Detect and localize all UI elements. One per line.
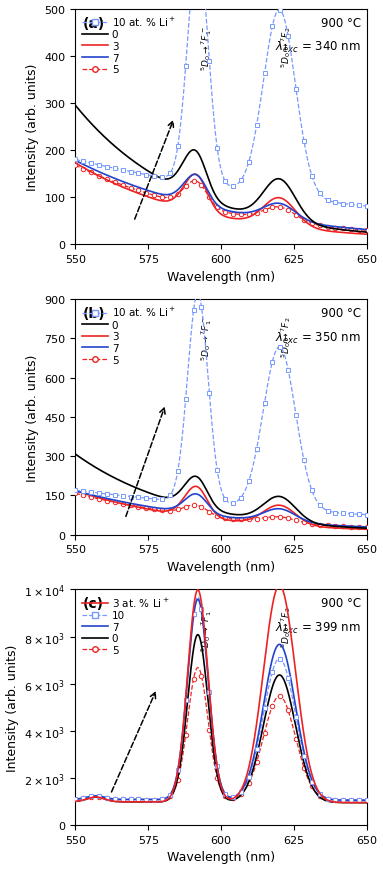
Text: 900 °C: 900 °C — [321, 307, 361, 320]
Text: $\lambda_{exc}$ = 399 nm: $\lambda_{exc}$ = 399 nm — [275, 620, 361, 635]
Text: $\lambda_{exc}$ = 340 nm: $\lambda_{exc}$ = 340 nm — [275, 40, 361, 56]
Legend: 3 at. % Li$^+$, 10, 7, 0, 5: 3 at. % Li$^+$, 10, 7, 0, 5 — [80, 595, 170, 656]
Y-axis label: Intensity (arb. units): Intensity (arb. units) — [26, 354, 39, 481]
Text: (c): (c) — [83, 597, 104, 611]
Text: $\lambda_{exc}$ = 350 nm: $\lambda_{exc}$ = 350 nm — [275, 330, 361, 345]
Text: $^5D_0{\to}^7F_1^-$: $^5D_0{\to}^7F_1^-$ — [199, 607, 214, 651]
X-axis label: Wavelength (nm): Wavelength (nm) — [167, 851, 275, 864]
Text: $^5D_0{\to}^7F_2$: $^5D_0{\to}^7F_2$ — [280, 316, 293, 357]
Text: (a): (a) — [83, 17, 105, 30]
Text: (b): (b) — [83, 307, 105, 321]
Y-axis label: Intensity (arb. units): Intensity (arb. units) — [6, 644, 18, 771]
Text: 900 °C: 900 °C — [321, 17, 361, 30]
Legend: 10 at. % Li$^+$, 0, 3, 7, 5: 10 at. % Li$^+$, 0, 3, 7, 5 — [80, 15, 177, 76]
Text: $^5D_0{\to}^7F_2$: $^5D_0{\to}^7F_2$ — [280, 26, 293, 68]
Legend: 10 at. % Li$^+$, 0, 3, 7, 5: 10 at. % Li$^+$, 0, 3, 7, 5 — [80, 305, 177, 366]
Text: 900 °C: 900 °C — [321, 597, 361, 610]
X-axis label: Wavelength (nm): Wavelength (nm) — [167, 270, 275, 283]
X-axis label: Wavelength (nm): Wavelength (nm) — [167, 561, 275, 574]
Text: $^5D_0{\to}^7F_2$: $^5D_0{\to}^7F_2$ — [280, 607, 293, 647]
Text: $^5D_0{\to}^7F_1^-$: $^5D_0{\to}^7F_1^-$ — [199, 316, 214, 361]
Y-axis label: Intensity (arb. units): Intensity (arb. units) — [26, 63, 39, 191]
Text: $^5D_0{\to}^7F_1^-$: $^5D_0{\to}^7F_1^-$ — [199, 26, 214, 70]
